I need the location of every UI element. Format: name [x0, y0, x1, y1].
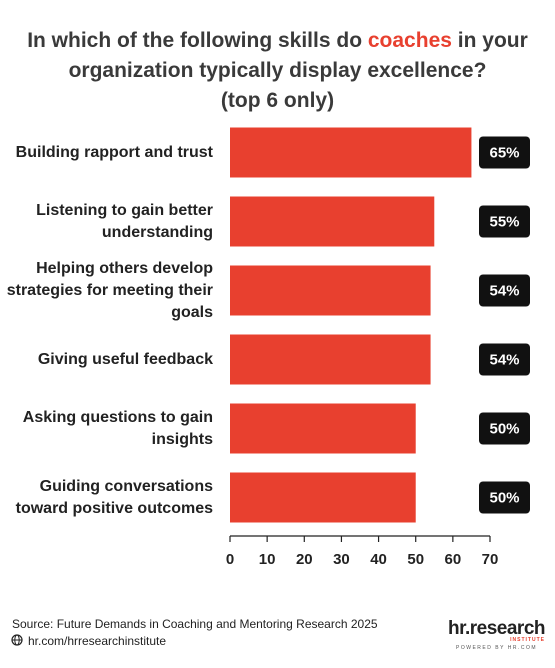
x-tick-label: 0: [226, 551, 234, 568]
x-tick-label: 60: [445, 551, 462, 568]
value-label: 54%: [489, 351, 519, 368]
bar: [230, 127, 472, 178]
bar: [230, 265, 431, 316]
value-label: 65%: [489, 144, 519, 161]
x-tick-label: 70: [482, 551, 499, 568]
chart: 0 10 20 30 40 50 60 70 65% 55% 54% 54% 50% 50%: [226, 127, 530, 568]
value-label-box: [479, 274, 530, 307]
globe-icon: [11, 634, 23, 646]
category-label: Guiding conversations toward positive ou…: [15, 477, 213, 517]
logo-sub: INSTITUTE: [510, 637, 545, 643]
bar: [230, 334, 431, 385]
value-label: 50%: [489, 489, 519, 506]
source: Source: Future Demands in Coaching and M…: [12, 617, 378, 631]
value-label-box: [479, 343, 530, 376]
title-start: In which of the following skills do: [27, 29, 363, 52]
value-label: 54%: [489, 282, 519, 299]
bar: [230, 196, 435, 247]
value-label: 50%: [489, 420, 519, 437]
title-highlight: coaches: [367, 29, 452, 52]
category-label: Building rapport and trust: [15, 143, 213, 161]
chart-subtitle: (top 6 only): [220, 89, 335, 112]
title-end: in your organization typically display e…: [68, 29, 528, 82]
x-tick-label: 20: [296, 551, 313, 568]
category-label: Listening to gain better understanding: [36, 201, 213, 241]
logo-powered: POWERED BY HR.COM: [456, 645, 537, 651]
x-tick-label: 10: [259, 551, 276, 568]
category-label: Helping others develop strategies for me…: [6, 259, 213, 321]
x-tick-label: 50: [407, 551, 424, 568]
value-label: 55%: [489, 213, 519, 230]
logo: hr.research INSTITUTE POWERED BY HR.COM: [448, 618, 545, 651]
value-label-box: [479, 205, 530, 238]
x-tick-label: 40: [370, 551, 387, 568]
url: hr.com/hrresearchinstitute: [28, 634, 167, 648]
value-label-box: [479, 136, 530, 169]
logo-text: hr.research: [448, 618, 545, 639]
value-label-box: [479, 412, 530, 445]
category-label: Asking questions to gain insights: [22, 408, 213, 448]
value-label-box: [479, 481, 530, 514]
category-label: Giving useful feedback: [37, 350, 213, 368]
chart-title: In which of the following skills do coac…: [20, 26, 535, 86]
bar: [230, 472, 416, 523]
x-tick-label: 30: [333, 551, 350, 568]
bar: [230, 403, 416, 454]
